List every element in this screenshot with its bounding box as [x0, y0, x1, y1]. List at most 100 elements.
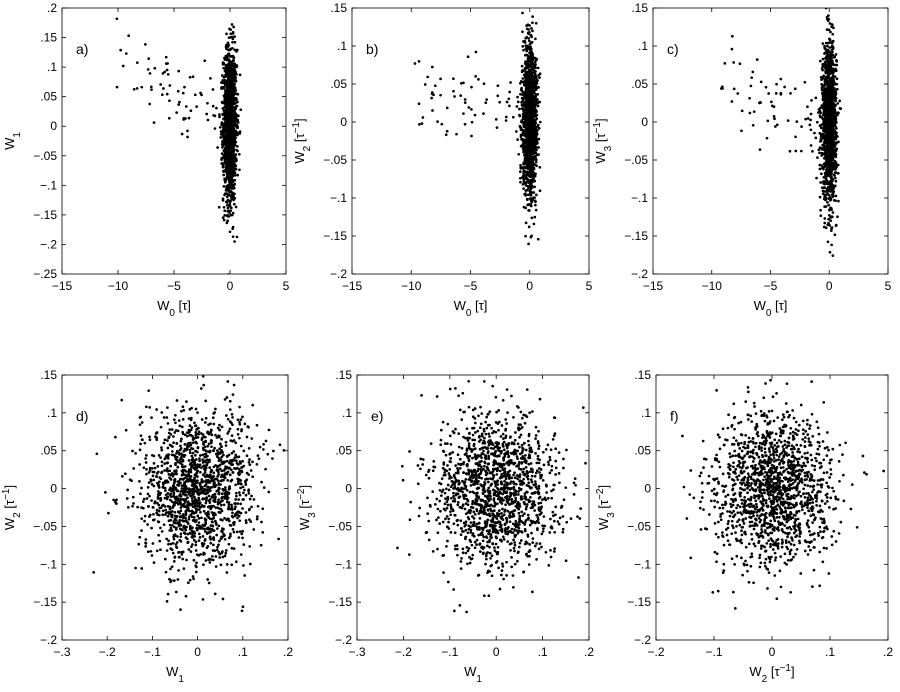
scatter-point: [225, 157, 228, 160]
scatter-point: [829, 68, 833, 72]
scatter-point: [822, 136, 825, 140]
scatter-point: [222, 156, 225, 160]
scatter-point: [523, 83, 526, 86]
scatter-point: [220, 162, 224, 165]
scatter-point: [535, 80, 538, 84]
y-tick-label: .15: [40, 31, 57, 45]
scatter-point: [530, 51, 534, 55]
scatter-point: [225, 133, 228, 137]
scatter-point: [821, 65, 825, 68]
scatter-point: [228, 211, 231, 215]
scatter-point: [224, 63, 228, 67]
scatter-point: [828, 60, 831, 64]
scatter-point: [224, 66, 228, 70]
scatter-point: [194, 407, 198, 411]
scatter-point: [522, 174, 526, 178]
scatter-point: [749, 84, 753, 88]
scatter-point: [822, 109, 826, 112]
scatter-point: [818, 195, 822, 199]
scatter-point: [439, 77, 442, 81]
scatter-point: [224, 54, 228, 58]
scatter-point: [226, 105, 229, 109]
scatter-point: [224, 110, 227, 114]
scatter-point: [515, 105, 519, 108]
scatter-point: [520, 120, 524, 124]
scatter-point: [522, 40, 525, 43]
scatter-point: [830, 168, 834, 171]
scatter-point: [826, 200, 829, 204]
scatter-point: [230, 127, 234, 130]
scatter-point: [444, 133, 448, 137]
scatter-point: [228, 101, 232, 105]
scatter-point: [533, 163, 537, 167]
scatter-point: [473, 113, 477, 117]
scatter-point: [828, 250, 832, 254]
scatter-point: [528, 117, 531, 121]
scatter-point: [828, 22, 832, 25]
scatter-point: [833, 159, 837, 163]
scatter-point: [272, 449, 275, 453]
scatter-point: [832, 184, 836, 188]
scatter-point: [823, 131, 827, 134]
y-tick-label: 0: [340, 115, 347, 129]
y-tick-label: .2: [47, 1, 57, 15]
scatter-point: [829, 126, 833, 130]
scatter-point: [516, 138, 519, 141]
scatter-point: [827, 118, 831, 122]
scatter-point: [225, 201, 229, 204]
scatter-point: [230, 23, 234, 26]
scatter-point: [520, 64, 524, 68]
scatter-point: [819, 208, 822, 212]
scatter-point: [227, 52, 231, 56]
scatter-point: [226, 95, 229, 99]
scatter-point: [827, 28, 831, 32]
scatter-point: [231, 55, 234, 59]
scatter-point: [524, 182, 527, 185]
scatter-point: [532, 132, 536, 136]
scatter-point: [818, 109, 822, 113]
scatter-point: [231, 166, 235, 169]
scatter-point: [828, 84, 832, 87]
scatter-point: [232, 135, 236, 138]
scatter-point: [831, 254, 835, 257]
scatter-point: [528, 81, 531, 84]
scatter-point: [225, 126, 228, 130]
scatter-point: [234, 153, 238, 156]
scatter-point: [529, 108, 533, 111]
scatter-point: [786, 119, 790, 122]
scatter-point: [783, 85, 786, 89]
scatter-point: [830, 45, 834, 49]
scatter-point: [820, 164, 824, 167]
scatter-point: [828, 135, 832, 139]
scatter-point: [220, 152, 224, 155]
scatter-point: [221, 165, 225, 169]
scatter-point: [232, 144, 236, 148]
scatter-point: [534, 99, 537, 102]
scatter-point: [267, 428, 271, 432]
scatter-point: [521, 90, 525, 94]
scatter-point: [823, 221, 827, 225]
scatter-point: [521, 133, 524, 137]
scatter-point: [517, 152, 521, 156]
scatter-point: [830, 99, 834, 103]
scatter-point: [527, 225, 531, 229]
scatter-point: [148, 466, 152, 470]
scatter-point: [822, 119, 826, 123]
scatter-point: [820, 88, 824, 92]
scatter-point: [820, 77, 824, 81]
scatter-point: [828, 38, 832, 42]
scatter-point: [222, 205, 226, 209]
scatter-point: [229, 35, 232, 39]
scatter-point: [523, 192, 527, 196]
scatter-point: [213, 114, 217, 118]
scatter-point: [230, 110, 234, 114]
scatter-point: [527, 113, 531, 117]
x-tick-label: −5: [464, 279, 478, 293]
scatter-point: [809, 112, 813, 116]
scatter-point: [824, 196, 828, 200]
scatter-panel-c: −15 −10 −5 0 5−.2−.15−.1−.050.05.1.15c)W0 [τ…: [592, 1, 892, 319]
scatter-point: [223, 209, 227, 213]
scatter-point: [220, 87, 224, 90]
scatter-point: [482, 82, 486, 86]
scatter-point: [236, 121, 240, 124]
